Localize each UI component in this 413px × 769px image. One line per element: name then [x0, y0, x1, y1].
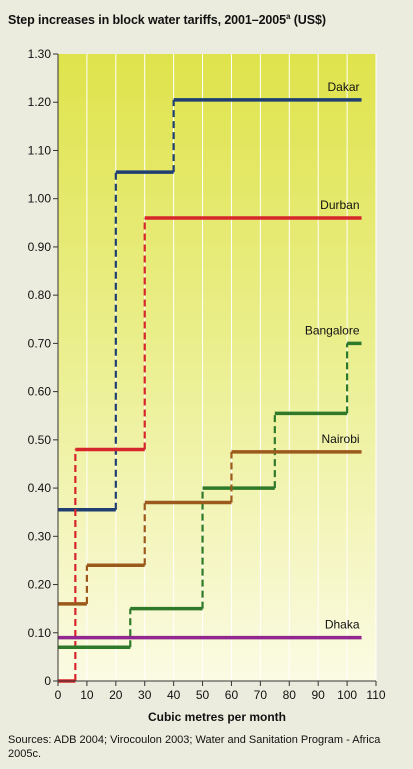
y-tick-label: 0.50	[28, 433, 52, 447]
x-tick-label: 30	[138, 688, 152, 702]
sources-note: Sources: ADB 2004; Virocoulon 2003; Wate…	[8, 734, 381, 760]
y-tick-label: 0.70	[28, 336, 52, 350]
x-axis-label: Cubic metres per month	[148, 710, 286, 724]
y-tick-label: 0	[44, 674, 51, 688]
series-label-bangalore: Bangalore	[305, 323, 360, 337]
series-label-dakar: Dakar	[328, 80, 360, 94]
series-dakar	[58, 98, 362, 512]
y-tick-label: 1.30	[28, 47, 52, 61]
chart-title-text: Step increases in block water tariffs, 2…	[8, 13, 286, 28]
x-tick-label: 10	[80, 688, 94, 702]
chart-title-unit: (US$)	[293, 13, 326, 28]
y-tick-label: 0.10	[28, 626, 52, 640]
series-nairobi	[58, 450, 362, 606]
y-tick-label: 1.20	[28, 95, 52, 109]
y-tick-label: 0.90	[28, 240, 52, 254]
series-bangalore	[58, 341, 362, 649]
x-tick-label: 100	[337, 688, 357, 702]
series-label-durban: Durban	[320, 198, 359, 212]
y-tick-label: 1.00	[28, 192, 52, 206]
x-tick-label: 80	[283, 688, 297, 702]
plot-background	[58, 54, 376, 681]
x-tick-label: 50	[196, 688, 210, 702]
y-tick-label: 0.60	[28, 385, 52, 399]
x-tick-label: 110	[366, 688, 385, 702]
step-tariff-chart: 0 0.10 0.20 0.30 0.40 0.50 0.60 0.70 0.80 0.90 1.0…	[28, 47, 386, 724]
series-durban	[58, 216, 362, 683]
x-tick-label: 0	[55, 688, 62, 702]
y-tick-label: 0.20	[28, 578, 52, 592]
x-tick-label: 60	[225, 688, 239, 702]
series-label-nairobi: Nairobi	[322, 432, 360, 446]
x-tick-label: 90	[312, 688, 326, 702]
y-tick-label: 0.30	[28, 529, 52, 543]
y-tick-label: 0.80	[28, 288, 52, 302]
y-tick-label: 0.40	[28, 481, 52, 495]
y-tick-label: 1.10	[28, 143, 52, 157]
x-tick-label: 20	[109, 688, 123, 702]
x-tick-label: 70	[254, 688, 268, 702]
x-tick-label: 40	[167, 688, 181, 702]
chart-title-footnote-mark: a	[286, 12, 291, 21]
series-label-dhaka: Dhaka	[325, 618, 360, 632]
chart-title: Step increases in block water tariffs, 2…	[8, 12, 326, 27]
